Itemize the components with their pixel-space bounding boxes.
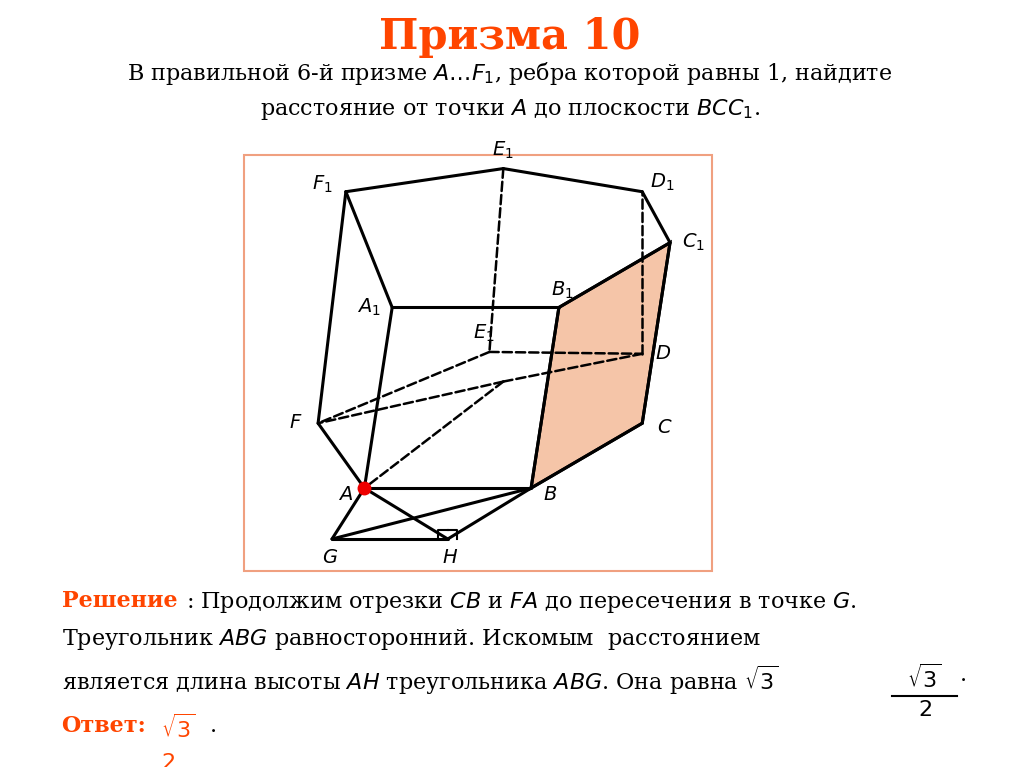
Text: .: . xyxy=(210,715,217,737)
Text: .: . xyxy=(959,664,967,686)
Text: $D_1$: $D_1$ xyxy=(650,172,675,193)
Text: $A_1$: $A_1$ xyxy=(357,297,381,318)
Text: $D$: $D$ xyxy=(654,345,671,363)
Text: : Продолжим отрезки $CB$ и $FA$ до пересечения в точке $G$.: : Продолжим отрезки $CB$ и $FA$ до перес… xyxy=(185,590,856,615)
Text: $\sqrt{3}$: $\sqrt{3}$ xyxy=(161,715,196,743)
Text: $E_1$: $E_1$ xyxy=(473,323,495,344)
Text: $G$: $G$ xyxy=(323,548,338,567)
Text: Решение: Решение xyxy=(61,590,177,612)
Text: $\sqrt{3}$: $\sqrt{3}$ xyxy=(907,664,942,693)
Text: расстояние от точки $A$ до плоскости $BCC_1$.: расстояние от точки $A$ до плоскости $BC… xyxy=(260,97,760,122)
Text: $H$: $H$ xyxy=(441,548,458,567)
Text: Призма 10: Призма 10 xyxy=(379,16,641,58)
Text: $C_1$: $C_1$ xyxy=(682,232,705,253)
Text: $F_1$: $F_1$ xyxy=(312,173,333,195)
Polygon shape xyxy=(531,242,670,488)
Text: является длина высоты $AH$ треугольника $ABG$. Она равна $\sqrt{3}$: является длина высоты $AH$ треугольника … xyxy=(61,664,778,697)
Text: В правильной 6-й призме $A\ldots F_1$, ребра которой равны 1, найдите: В правильной 6-й призме $A\ldots F_1$, р… xyxy=(127,60,892,87)
Text: $B$: $B$ xyxy=(543,486,557,505)
Text: $B_1$: $B_1$ xyxy=(551,280,574,301)
Text: Треугольник $ABG$ равносторонний. Искомым  расстоянием: Треугольник $ABG$ равносторонний. Искомы… xyxy=(61,627,760,652)
Text: $E_1$: $E_1$ xyxy=(493,140,514,160)
Text: $A$: $A$ xyxy=(338,486,353,505)
Text: $2$: $2$ xyxy=(161,752,174,767)
Text: $C$: $C$ xyxy=(656,419,672,437)
Text: $F$: $F$ xyxy=(289,414,302,433)
Text: $2$: $2$ xyxy=(918,700,932,721)
Text: Ответ:: Ответ: xyxy=(61,715,146,737)
